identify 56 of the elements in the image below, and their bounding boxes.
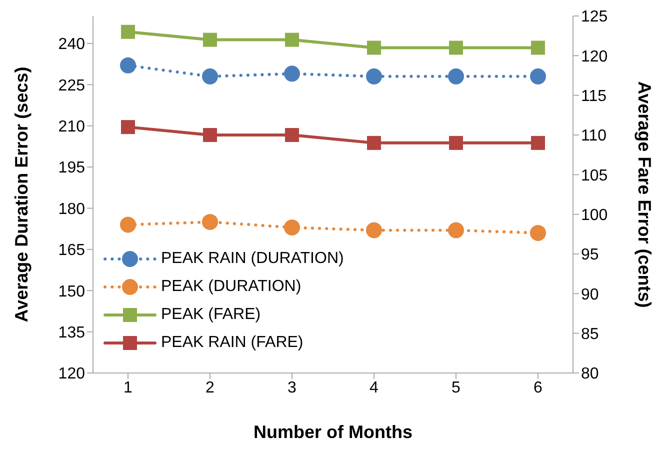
point [449,40,463,55]
y-tick-label: 165 [58,242,86,260]
point [284,66,300,82]
point [449,136,463,150]
y2-tick-label: 115 [581,88,607,106]
y-tick-label: 180 [58,200,86,218]
point [448,68,464,84]
x-tick-label: 3 [288,379,297,396]
y-tick-label: 210 [58,118,86,136]
legend-label: PEAK RAIN (DURATION) [161,250,344,268]
point [448,222,464,238]
y2-tick-label: 90 [581,286,599,304]
point [366,68,382,84]
x-tick-label: 4 [370,379,379,396]
y2-tick-label: 100 [581,207,608,224]
point [367,136,381,150]
point [367,40,381,55]
y-tick-label: 225 [58,77,86,94]
y2-tick-label: 95 [581,246,599,264]
legend-label: PEAK (DURATION) [161,278,302,296]
y2-tick-label: 125 [581,8,608,26]
y2-tick-label: 110 [581,128,607,145]
x-tick-label: 1 [124,379,133,396]
point [531,40,545,55]
y2-tick-label: 105 [581,167,608,184]
point [366,222,382,238]
point [530,68,546,84]
point [121,24,135,39]
point [284,219,300,236]
legend-label: PEAK RAIN (FARE) [161,334,304,352]
y-axis-title: Average Duration Error (secs) [11,66,32,322]
point [531,136,545,150]
y-tick-label: 195 [58,160,86,177]
point [203,32,217,47]
y2-axis-title: Average Fare Error (cents) [634,81,655,308]
y2-tick-label: 80 [581,366,599,383]
point [202,68,218,84]
y-tick-label: 135 [58,324,86,342]
x-axis-title: Number of Months [254,422,412,442]
y2-tick-label: 85 [581,326,599,344]
point [285,32,299,47]
x-tick-label: 2 [206,379,215,396]
x-tick-label: 6 [534,379,543,396]
y-tick-label: 150 [58,283,86,300]
y2-tick-label: 120 [581,48,608,66]
point [120,216,136,233]
point [530,224,546,241]
legend-label: PEAK (FARE) [161,306,261,324]
y-tick-label: 240 [58,36,86,54]
point [203,128,217,142]
point [121,120,135,134]
point [285,128,299,142]
point [202,214,218,230]
point [120,57,136,74]
x-tick-label: 5 [452,379,461,396]
y-tick-label: 120 [58,366,86,383]
